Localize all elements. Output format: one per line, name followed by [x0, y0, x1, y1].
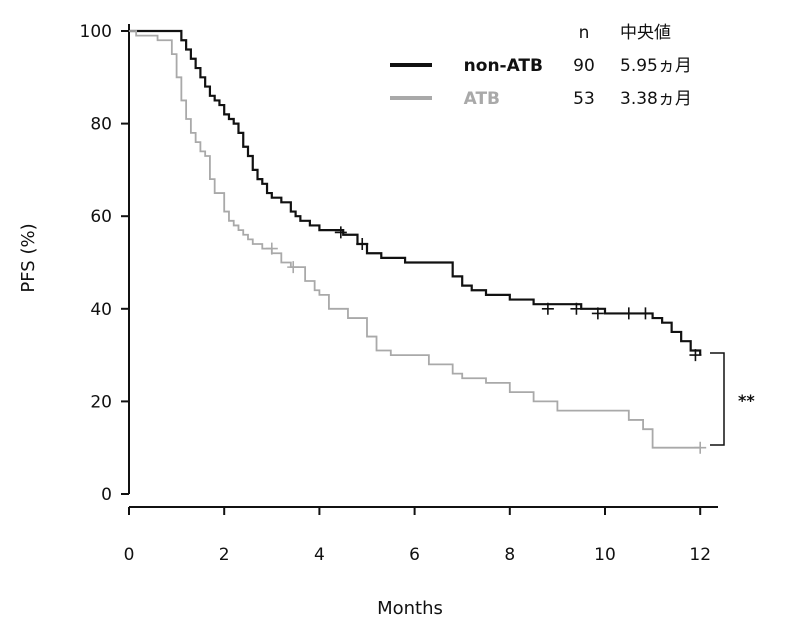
x-tick-label: 2 [219, 545, 230, 565]
axes [128, 24, 718, 508]
censor-mark-non-atb [689, 349, 702, 362]
significance-bracket: ** [710, 352, 755, 446]
x-tick-label: 6 [409, 545, 420, 565]
legend-header-n: n [579, 23, 590, 43]
censor-mark-atb [287, 261, 300, 274]
x-tick-label: 4 [314, 545, 325, 565]
significance-bracket-line [710, 352, 725, 446]
censor-mark-non-atb [356, 237, 369, 250]
legend-n-non-atb: 90 [573, 56, 595, 76]
y-tick-label: 40 [90, 300, 112, 320]
y-tick-label: 100 [80, 22, 112, 42]
y-ticks: 0 20 40 60 80 100 [80, 22, 129, 505]
series-line-atb [129, 30, 701, 449]
censor-mark-non-atb [622, 307, 635, 320]
x-tick-label: 12 [689, 545, 711, 565]
censor-mark-non-atb [639, 307, 652, 320]
x-tick-label: 0 [124, 545, 135, 565]
y-tick-label: 80 [90, 115, 112, 135]
legend-label-non-atb: non-ATB [464, 56, 543, 76]
x-tick-label: 8 [504, 545, 515, 565]
x-tick-label: 10 [594, 545, 616, 565]
y-tick-label: 20 [90, 392, 112, 412]
series-layer [129, 29, 707, 454]
censor-mark-non-atb [591, 307, 604, 320]
censor-mark-non-atb [570, 302, 583, 315]
y-tick-label: 60 [90, 207, 112, 227]
censor-mark-atb [265, 242, 278, 255]
censor-mark-atb [694, 441, 707, 454]
legend-median-atb: 3.38ヵ月 [620, 89, 692, 109]
legend-header-median: 中央値 [620, 23, 671, 43]
censor-mark-non-atb [334, 226, 347, 239]
y-axis-title: PFS (%) [18, 223, 39, 292]
legend-n-atb: 53 [573, 89, 595, 109]
x-ticks: 0 2 4 6 8 10 12 [124, 507, 711, 565]
legend-median-non-atb: 5.95ヵ月 [620, 56, 692, 76]
x-axis-title: Months [377, 598, 443, 619]
censor-mark-non-atb [541, 302, 554, 315]
legend-label-atb: ATB [464, 89, 500, 109]
y-tick-label: 0 [101, 485, 112, 505]
legend: n 中央値 non-ATB 90 5.95ヵ月 ATB 53 3.38ヵ月 [390, 23, 692, 109]
significance-label: ** [738, 391, 755, 410]
